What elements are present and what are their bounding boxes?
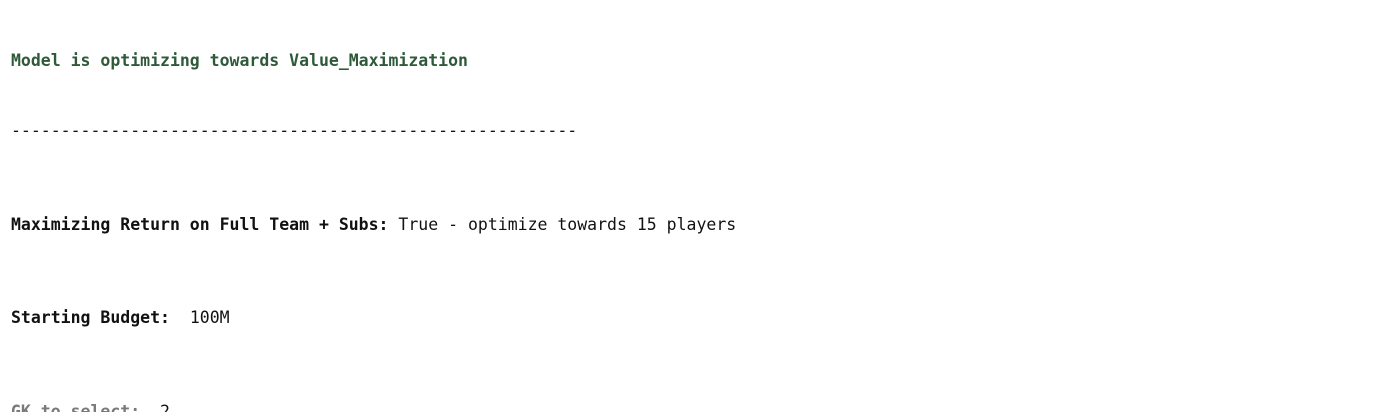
maximizing-row: Maximizing Return on Full Team + Subs: T…: [11, 213, 1400, 236]
starting-budget-value: 100M: [169, 308, 230, 328]
maximizing-value: True - optimize towards 15 players: [388, 214, 737, 234]
maximizing-label: Maximizing Return on Full Team + Subs:: [11, 214, 389, 234]
gk-value: 2: [140, 401, 170, 412]
gk-row: GK to select: 2: [11, 400, 1400, 412]
separator-line: ----------------------------------------…: [11, 121, 578, 141]
starting-budget-row: Starting Budget: 100M: [11, 306, 1400, 329]
starting-budget-label: Starting Budget:: [11, 308, 170, 328]
gk-label: GK to select:: [11, 401, 141, 412]
optimization-title: Model is optimizing towards Value_Maximi…: [11, 50, 468, 70]
